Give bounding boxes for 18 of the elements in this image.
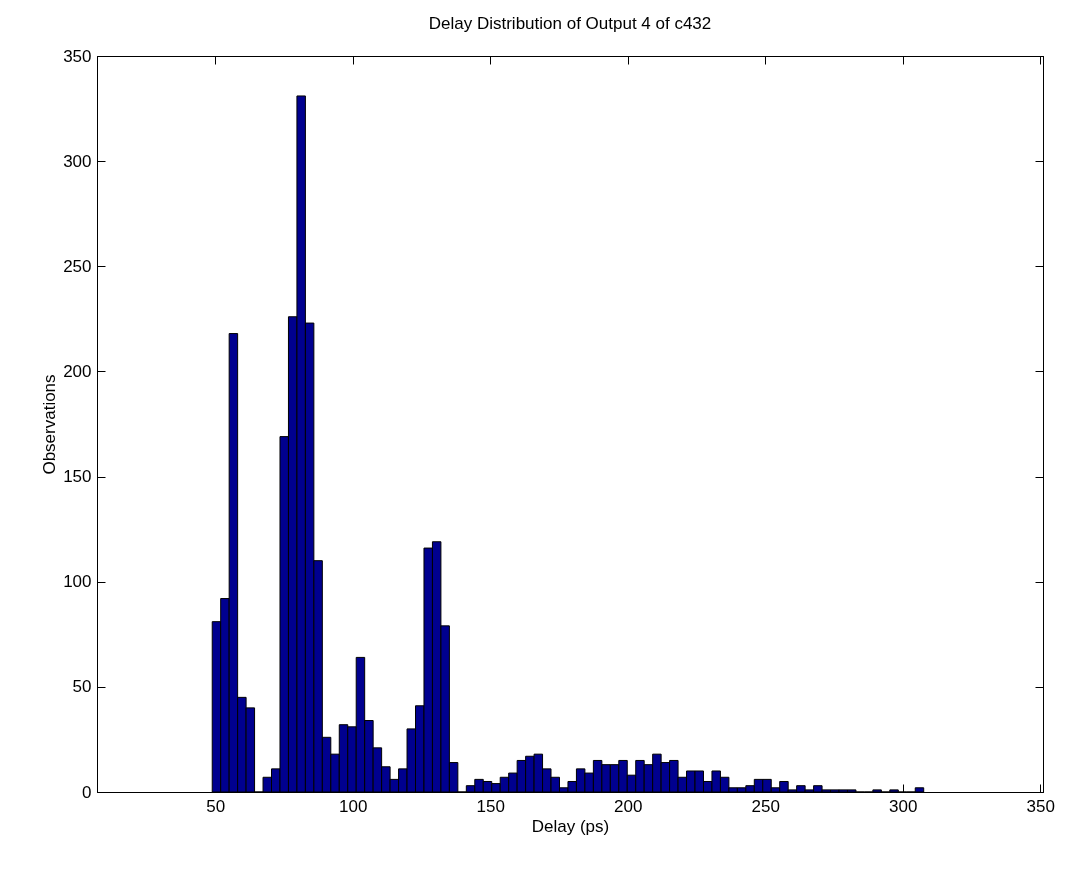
y-tick-label: 150	[63, 467, 92, 487]
y-tick-label: 100	[63, 572, 92, 592]
x-tick-label: 100	[339, 796, 368, 816]
y-tick-label: 300	[63, 151, 92, 171]
y-tick-label: 250	[63, 256, 92, 276]
y-tick-label: 0	[82, 782, 92, 802]
x-axis-title: Delay (ps)	[531, 816, 610, 836]
x-tick-label: 150	[476, 796, 505, 816]
y-tick-label: 50	[72, 677, 92, 697]
x-tick-label: 50	[206, 796, 226, 816]
x-tick-label: 350	[1026, 796, 1055, 816]
y-tick-label: 350	[63, 46, 92, 66]
x-tick-label: 200	[614, 796, 643, 816]
chart-title: Delay Distribution of Output 4 of c432	[428, 14, 712, 33]
y-axis-title: Observations	[40, 374, 60, 475]
x-tick-label: 250	[751, 796, 780, 816]
x-tick-label: 300	[889, 796, 918, 816]
y-tick-label: 200	[63, 361, 92, 381]
